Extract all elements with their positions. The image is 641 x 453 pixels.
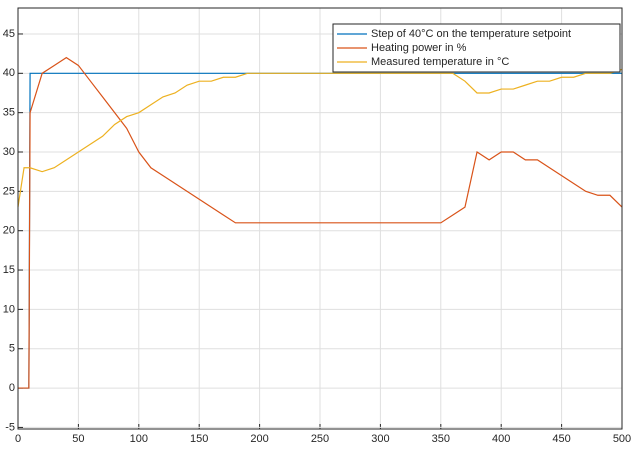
x-tick-label: 400 [492, 433, 510, 445]
y-tick-label: -5 [5, 421, 15, 433]
y-tick-label: 30 [3, 146, 15, 158]
x-tick-label: 150 [190, 433, 208, 445]
legend-label: Measured temperature in °C [371, 56, 509, 68]
y-tick-label: 20 [3, 225, 15, 237]
series-line [18, 56, 623, 389]
axes-box [17, 7, 623, 430]
x-tick-label: 350 [432, 433, 450, 445]
x-tick-label: 100 [130, 433, 148, 445]
x-tick-label: 300 [371, 433, 389, 445]
y-tick-label: 10 [3, 303, 15, 315]
y-tick-label: 15 [3, 264, 15, 276]
y-tick-label: 45 [3, 28, 15, 40]
legend-label: Heating power in % [371, 42, 467, 54]
x-tick-label: 0 [15, 433, 21, 445]
legend-box [332, 23, 621, 73]
x-tick-label: 200 [250, 433, 268, 445]
series-line [17, 68, 623, 208]
y-tick-label: 35 [3, 107, 15, 119]
y-tick-label: 25 [3, 185, 15, 197]
legend: Step of 40°C on the temperature setpoint… [332, 23, 621, 73]
x-tick-label: 250 [311, 433, 329, 445]
y-tick-label: 40 [3, 67, 15, 79]
x-tick-label: 450 [552, 433, 570, 445]
y-tick-label: 5 [9, 343, 15, 355]
x-tick-label: 50 [72, 433, 84, 445]
x-tick-label: 500 [613, 433, 631, 445]
legend-label: Step of 40°C on the temperature setpoint [371, 28, 571, 40]
y-tick-label: 0 [9, 382, 15, 394]
